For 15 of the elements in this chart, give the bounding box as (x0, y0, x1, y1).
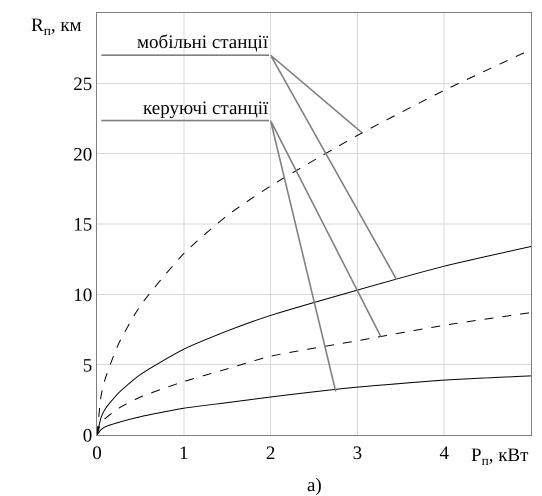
x-tick-label: 2 (266, 442, 276, 464)
y-tick-label: 10 (73, 284, 92, 306)
x-tick-label: 3 (352, 442, 362, 464)
y-tick-label: 15 (73, 214, 92, 236)
x-tick-label: 1 (179, 442, 189, 464)
y-tick-label: 5 (82, 355, 92, 376)
y-tick-label: 20 (73, 144, 92, 166)
x-tick-label: 4 (439, 442, 450, 464)
text: а) (307, 475, 322, 496)
y-tick-label: 25 (73, 74, 92, 95)
x-axis-title: P$_{п}$, кВт (471, 445, 530, 468)
y-tick-label: 0 (82, 426, 92, 447)
y-axis-title: R$_{п}$, км (31, 15, 82, 38)
annotation: мобільні станції (137, 32, 269, 53)
annotation: керуючі станції (143, 98, 270, 119)
